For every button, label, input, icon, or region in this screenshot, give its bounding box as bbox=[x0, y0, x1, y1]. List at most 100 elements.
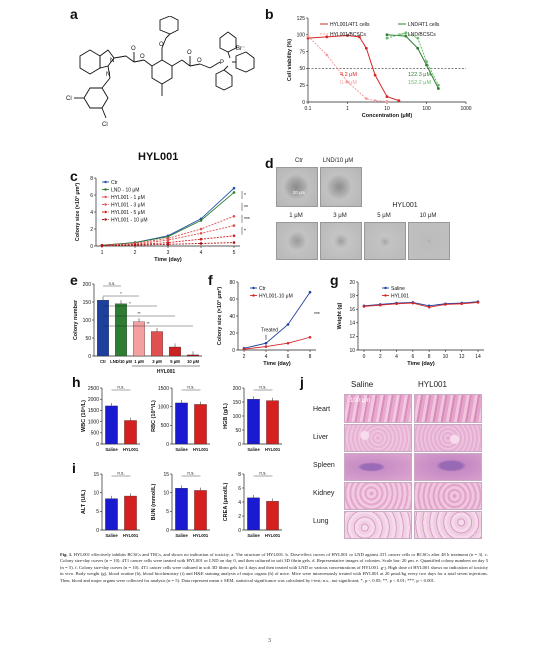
y-tick-label: 500 bbox=[91, 431, 100, 437]
legend-marker bbox=[104, 195, 107, 199]
atom-O4: O bbox=[187, 50, 192, 56]
x-tick-label: 8 bbox=[428, 354, 431, 360]
y-tick-label: 8 bbox=[238, 472, 241, 478]
y-tick-label: 20 bbox=[349, 280, 355, 286]
data-point bbox=[325, 53, 329, 57]
series-line bbox=[243, 336, 311, 350]
x-tick-label: Saline bbox=[105, 447, 118, 452]
data-point bbox=[395, 302, 398, 306]
chart-f: 0 20 40 60 80 2 4 6 8 Time (day) Colony size (×10³… bbox=[216, 280, 320, 367]
y-tick-label: 0 bbox=[166, 442, 169, 448]
x-tick-label: HYL001 bbox=[123, 533, 139, 538]
data-point bbox=[286, 323, 290, 326]
he-heart-hyl001 bbox=[414, 394, 482, 423]
data-point bbox=[411, 301, 415, 305]
chart-i2: 0 5 10 15 BUN (mmol/L) Saline HYL001 n.s. bbox=[151, 471, 210, 538]
y-axis-label: WBC (10⁹/L) bbox=[81, 400, 87, 432]
data-point bbox=[199, 227, 203, 231]
x-tick-label: 3 bbox=[167, 250, 170, 256]
y-tick-label: 0 bbox=[302, 100, 305, 106]
y-axis-label: Colony number bbox=[73, 299, 79, 340]
x-tick-label: 4 bbox=[265, 354, 268, 360]
data-point bbox=[199, 237, 203, 241]
bar bbox=[247, 497, 260, 531]
organ-label-kidney: Kidney bbox=[313, 490, 335, 497]
bar bbox=[247, 399, 260, 445]
panel-a-label: a bbox=[70, 6, 78, 22]
data-point bbox=[364, 97, 368, 101]
panel-i-label: i bbox=[72, 460, 76, 476]
panel-d-label: d bbox=[265, 155, 274, 171]
x-tick-label: 2 bbox=[243, 354, 246, 360]
y-tick-label: 1000 bbox=[88, 419, 99, 425]
x-tick-label: 10 bbox=[443, 354, 449, 360]
y-tick-label: 125 bbox=[297, 16, 306, 22]
data-point bbox=[416, 46, 420, 50]
data-point bbox=[416, 36, 420, 40]
y-tick-label: 0 bbox=[238, 528, 241, 534]
significance-mark: n.s. bbox=[187, 385, 194, 390]
bar bbox=[266, 501, 279, 531]
bar bbox=[105, 405, 118, 445]
data-point bbox=[232, 241, 236, 244]
series-line bbox=[243, 291, 311, 349]
bar bbox=[266, 400, 279, 445]
micro-label-1: 1 μM bbox=[289, 213, 303, 219]
bar bbox=[194, 404, 207, 445]
micrograph-hyl-5 bbox=[364, 222, 406, 260]
legend-marker bbox=[104, 180, 107, 184]
micrograph-ctr bbox=[276, 167, 318, 207]
y-tick-label: 1000 bbox=[158, 404, 169, 410]
y-tick-label: 0 bbox=[232, 348, 235, 354]
y-tick-label: 100 bbox=[297, 33, 306, 39]
y-tick-label: 10 bbox=[163, 490, 169, 496]
micrograph-lnd bbox=[320, 167, 362, 207]
ic50-annotation: 122.3 μM bbox=[408, 72, 431, 78]
data-point bbox=[460, 302, 464, 306]
x-tick-label: Saline bbox=[175, 447, 188, 452]
data-point bbox=[425, 63, 428, 67]
data-point bbox=[166, 243, 170, 246]
y-tick-label: 100 bbox=[233, 414, 242, 420]
data-point bbox=[427, 305, 431, 309]
atom-O5: O bbox=[197, 58, 202, 64]
y-tick-label: 75 bbox=[299, 49, 305, 55]
organ-label-liver: Liver bbox=[313, 434, 329, 441]
atom-O3: O bbox=[159, 42, 164, 48]
micrograph-hyl-10 bbox=[408, 222, 450, 260]
legend-marker bbox=[104, 203, 107, 206]
data-point bbox=[385, 36, 389, 40]
y-tick-label: 5 bbox=[96, 509, 99, 515]
ic50-annotation: 152.2 μM bbox=[408, 80, 431, 86]
he-spleen-saline bbox=[344, 453, 412, 481]
legend-marker bbox=[252, 286, 255, 290]
y-tick-label: 40 bbox=[229, 314, 235, 320]
y-tick-label: 200 bbox=[233, 386, 242, 392]
micro-scale-bar: 20 μm bbox=[292, 190, 306, 195]
y-tick-label: 0 bbox=[88, 354, 91, 360]
y-axis-label: Weight (g) bbox=[337, 302, 343, 329]
significance-mark: ** bbox=[137, 311, 141, 316]
x-tick-label: 6 bbox=[287, 354, 290, 360]
x-tick-label: 4 bbox=[200, 250, 203, 256]
y-tick-label: 16 bbox=[349, 307, 355, 313]
y-axis-label: Colony size (×10³ μm²) bbox=[74, 183, 81, 242]
significance-mark: ** bbox=[146, 321, 150, 326]
y-tick-label: 60 bbox=[229, 297, 235, 303]
significance-mark: *** bbox=[244, 217, 250, 223]
micro-label-ctr: Ctr bbox=[295, 158, 303, 164]
x-tick-label: Saline bbox=[105, 533, 118, 538]
data-point bbox=[232, 191, 236, 194]
x-tick-label: HYL001 bbox=[265, 447, 281, 452]
atom-O2: O bbox=[140, 54, 145, 60]
data-point bbox=[404, 31, 408, 35]
x-axis-label: Concentration (μM) bbox=[362, 113, 413, 119]
significance-mark: n.s. bbox=[117, 471, 124, 476]
he-lung-hyl001 bbox=[414, 511, 482, 539]
caption-text: HYL001 effectively inhibits BCSCs and TR… bbox=[60, 552, 488, 583]
y-tick-label: 18 bbox=[349, 293, 355, 299]
y-tick-label: 10 bbox=[349, 348, 355, 354]
data-point bbox=[425, 60, 428, 64]
y-tick-label: 15 bbox=[163, 472, 169, 478]
atom-N2: N bbox=[106, 72, 110, 78]
